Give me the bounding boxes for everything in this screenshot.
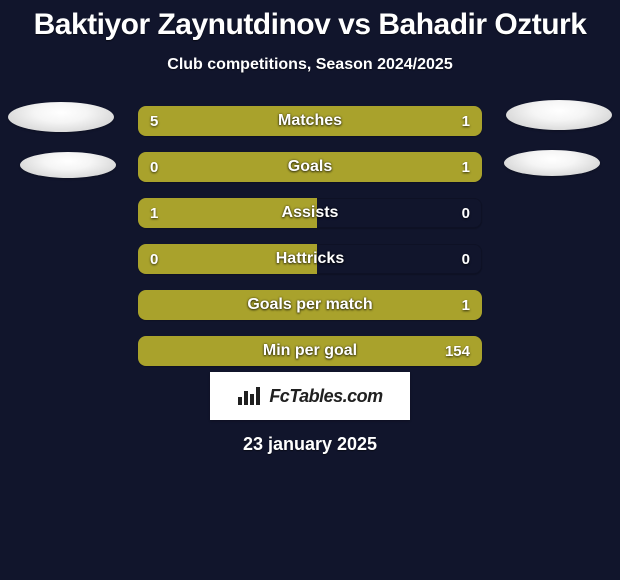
bar-row: Goals01 [138, 152, 482, 182]
bar-left-fill [138, 336, 303, 366]
player1-photo-placeholder [8, 102, 114, 132]
snapshot-date: 23 january 2025 [0, 434, 620, 455]
bar-left-fill [138, 290, 269, 320]
bar-right-fill [200, 152, 482, 182]
comparison-chart: Matches51 Goals01 Assists10 Hattricks00 Goal… [0, 106, 620, 366]
bar-row: Matches51 [138, 106, 482, 136]
bar-row: Assists10 [138, 198, 482, 228]
bar-right-value: 0 [462, 198, 470, 228]
bar-list: Matches51 Goals01 Assists10 Hattricks00 Goal… [138, 106, 482, 382]
bar-left-fill [138, 152, 200, 182]
bar-left-fill [138, 106, 413, 136]
comparison-infographic: Baktiyor Zaynutdinov vs Bahadir Ozturk C… [0, 0, 620, 580]
bar-right-value: 0 [462, 244, 470, 274]
bar-left-fill [138, 244, 317, 274]
player1-photo-placeholder [20, 152, 116, 178]
page-title: Baktiyor Zaynutdinov vs Bahadir Ozturk [0, 0, 620, 42]
bar-right-fill [303, 336, 482, 366]
source-badge-text: FcTables.com [269, 386, 382, 407]
bar-row: Hattricks00 [138, 244, 482, 274]
player2-photo-placeholder [506, 100, 612, 130]
page-subtitle: Club competitions, Season 2024/2025 [0, 56, 620, 74]
bar-left-fill [138, 198, 317, 228]
bar-row: Goals per match1 [138, 290, 482, 320]
bar-row: Min per goal154 [138, 336, 482, 366]
bar-right-fill [413, 106, 482, 136]
player2-photo-placeholder [504, 150, 600, 176]
bar-right-fill [269, 290, 482, 320]
bar-chart-icon [237, 385, 263, 407]
